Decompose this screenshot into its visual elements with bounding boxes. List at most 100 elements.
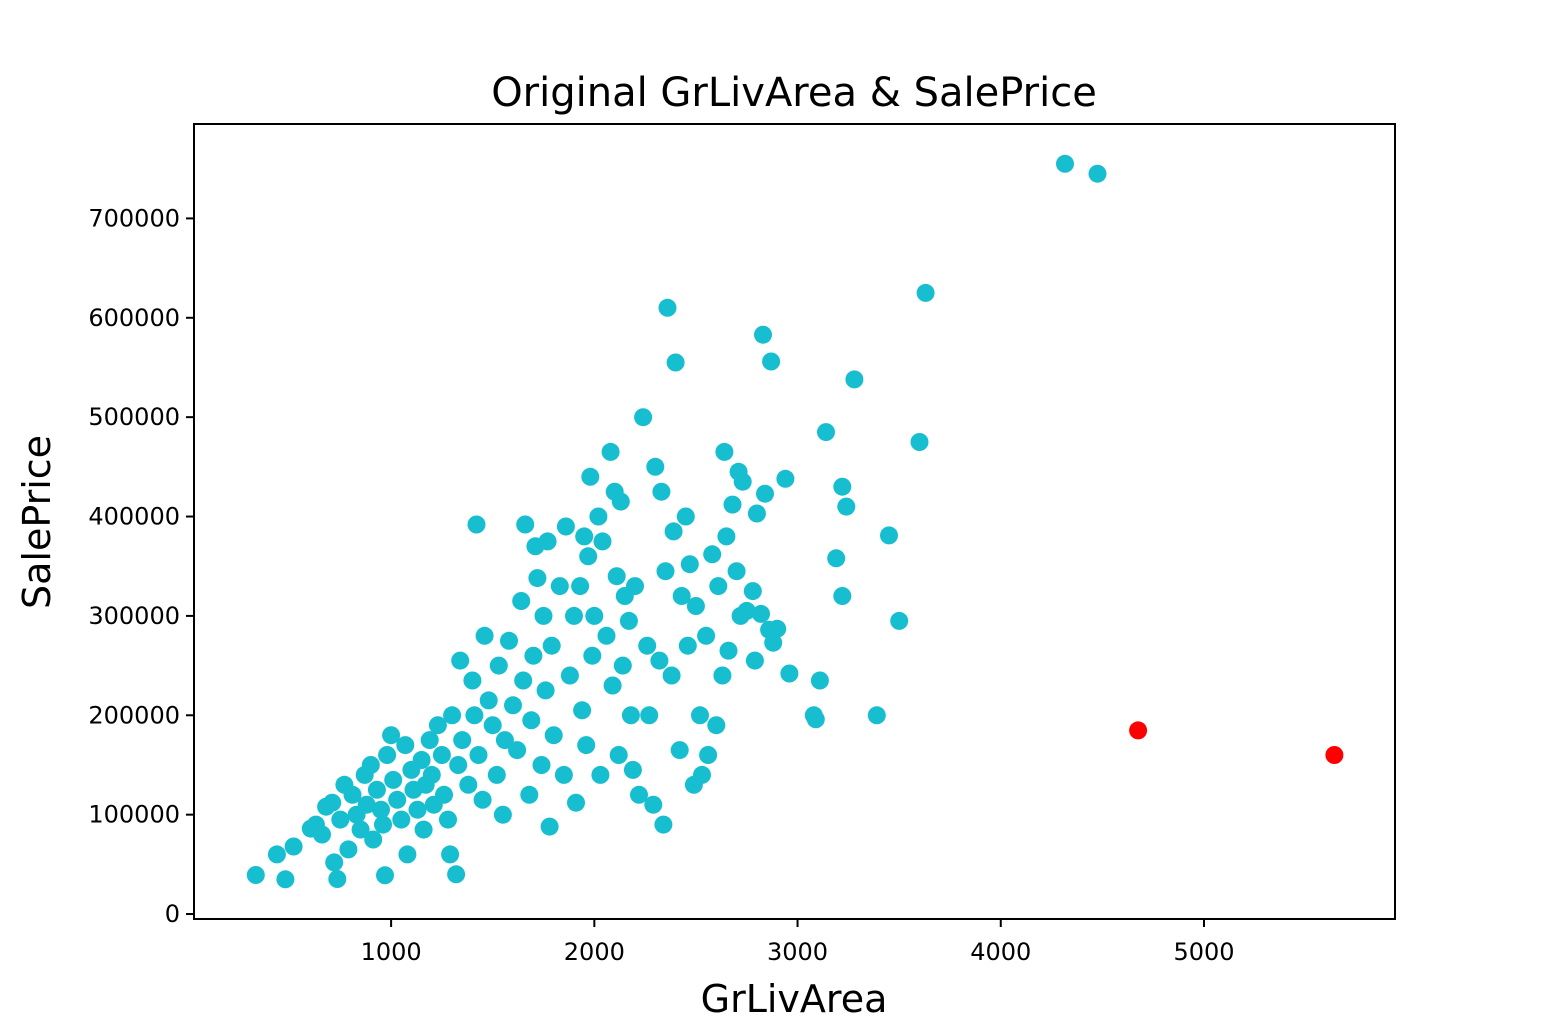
data-point xyxy=(676,507,695,526)
data-point xyxy=(573,701,592,720)
data-point xyxy=(597,626,616,645)
x-tick-label: 2000 xyxy=(564,938,625,966)
data-point xyxy=(613,656,632,675)
data-point xyxy=(575,527,594,546)
data-point xyxy=(579,547,598,566)
data-point xyxy=(1088,164,1107,183)
data-point xyxy=(571,577,590,596)
data-point xyxy=(837,497,856,516)
data-point xyxy=(246,866,265,884)
data-point xyxy=(607,567,626,586)
data-point xyxy=(603,676,622,695)
data-point xyxy=(723,495,742,514)
data-point xyxy=(880,526,898,545)
data-point xyxy=(719,641,738,660)
data-point xyxy=(810,671,829,690)
data-point xyxy=(422,765,441,784)
data-point xyxy=(715,442,734,461)
data-point xyxy=(343,785,362,804)
data-point xyxy=(764,633,783,652)
data-points xyxy=(246,154,1344,889)
data-point xyxy=(678,636,697,655)
data-point xyxy=(827,549,846,568)
data-point xyxy=(449,756,468,774)
data-point xyxy=(650,651,669,670)
data-point xyxy=(376,866,394,885)
data-point xyxy=(693,765,711,784)
y-tick-label: 100000 xyxy=(88,801,180,829)
x-tick-label: 3000 xyxy=(767,938,828,966)
data-point xyxy=(443,706,462,725)
data-point xyxy=(392,810,411,829)
data-point xyxy=(666,353,685,372)
data-point xyxy=(540,817,559,836)
data-point xyxy=(473,790,492,809)
data-point xyxy=(713,666,732,685)
x-tick-label: 4000 xyxy=(970,938,1031,966)
data-point xyxy=(520,785,539,804)
data-point xyxy=(560,666,579,685)
x-tick-label: 5000 xyxy=(1173,938,1234,966)
data-point xyxy=(489,656,508,675)
data-point xyxy=(737,601,756,620)
data-point xyxy=(536,681,555,700)
data-point xyxy=(638,636,657,655)
data-point xyxy=(658,298,677,317)
data-point xyxy=(516,515,535,534)
data-point xyxy=(524,646,543,665)
data-point xyxy=(806,710,825,729)
data-point xyxy=(833,477,852,496)
data-point xyxy=(435,785,453,804)
plot-frame xyxy=(193,123,1396,920)
data-point xyxy=(504,696,522,715)
data-point xyxy=(451,651,470,670)
y-axis-label: SalePrice xyxy=(15,435,59,609)
data-point xyxy=(745,651,764,670)
y-tick-label: 600000 xyxy=(88,304,180,332)
data-point xyxy=(432,746,451,764)
data-point xyxy=(707,716,726,735)
data-point xyxy=(276,870,295,889)
data-point xyxy=(754,325,772,344)
y-axis-ticks: 0 100000 200000 300000 400000 500000 600000 700… xyxy=(88,204,194,928)
data-point xyxy=(747,504,766,523)
data-point xyxy=(508,741,527,760)
data-point xyxy=(664,522,683,541)
data-point xyxy=(331,810,350,829)
data-point xyxy=(412,751,431,769)
data-point xyxy=(762,352,781,371)
y-tick-label: 700000 xyxy=(88,204,180,232)
data-point xyxy=(780,664,799,683)
data-point xyxy=(717,527,736,546)
data-point xyxy=(522,711,541,730)
data-point xyxy=(453,731,472,750)
data-point xyxy=(465,706,484,725)
data-point xyxy=(554,765,573,784)
data-point xyxy=(585,606,604,625)
data-point xyxy=(414,820,433,839)
data-point xyxy=(640,706,659,725)
data-point xyxy=(534,606,553,625)
data-point xyxy=(514,671,533,690)
outlier-point xyxy=(1129,721,1148,740)
data-point xyxy=(467,515,486,534)
data-point xyxy=(691,706,709,725)
y-tick-label: 500000 xyxy=(88,403,180,431)
data-point xyxy=(556,517,575,536)
data-point xyxy=(583,646,602,665)
data-point xyxy=(743,582,762,601)
data-point xyxy=(817,423,835,442)
data-point xyxy=(609,746,628,764)
data-point xyxy=(284,837,303,856)
data-point xyxy=(916,283,935,302)
x-axis-ticks: 1000 2000 3000 4000 5000 xyxy=(361,919,1235,966)
data-point xyxy=(420,731,439,750)
data-point xyxy=(833,587,852,605)
data-point xyxy=(483,716,502,735)
data-point xyxy=(611,492,630,511)
data-point xyxy=(672,587,691,605)
data-point xyxy=(593,532,612,551)
data-point xyxy=(544,726,563,745)
y-tick-label: 200000 xyxy=(88,701,180,729)
data-point xyxy=(396,736,415,755)
